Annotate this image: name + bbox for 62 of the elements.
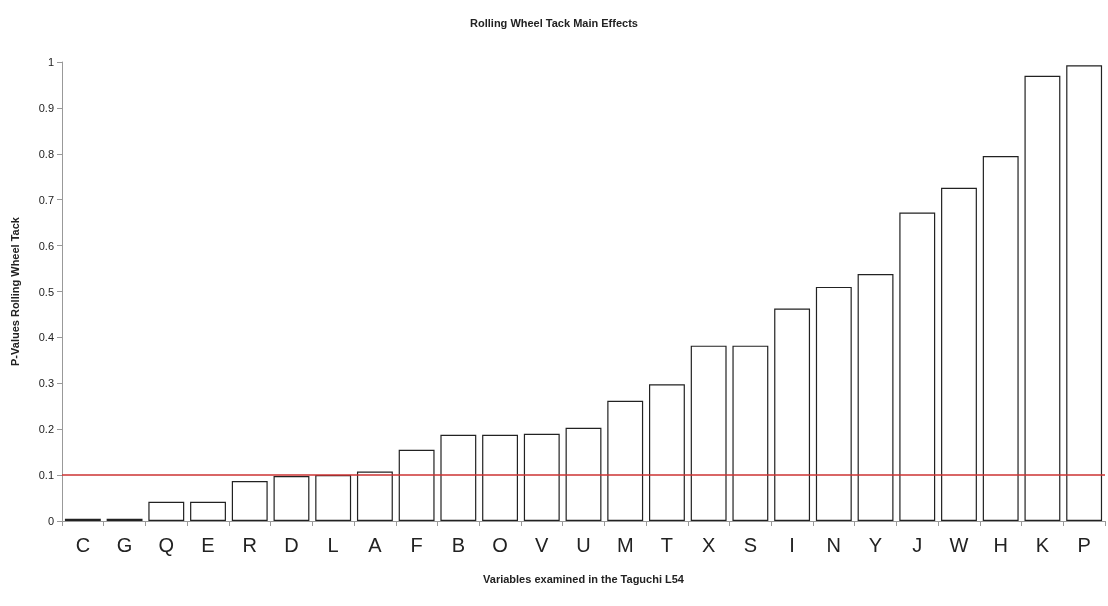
bar [356, 471, 393, 521]
x-tick-label: S [743, 534, 758, 556]
y-tick-label: 0.7 [38, 193, 54, 206]
y-tick-label: 0.3 [38, 377, 54, 390]
x-tick-label: H [993, 534, 1008, 556]
bar [231, 481, 268, 521]
x-tick-label: M [616, 534, 634, 556]
bar [398, 449, 435, 521]
x-tick-label: Y [868, 534, 883, 556]
x-tick-label: L [327, 534, 339, 556]
y-tick-label: 0 [47, 515, 54, 527]
x-tick-label: N [826, 534, 842, 556]
x-tick-label: R [242, 534, 257, 556]
y-tick-label: 0.8 [38, 147, 54, 160]
bar [690, 345, 727, 521]
bar [315, 475, 352, 521]
bar [440, 434, 477, 521]
x-tick-label: A [368, 534, 383, 556]
x-axis-title: Variables examined in the Taguchi L54 [483, 572, 685, 585]
bar [607, 400, 644, 521]
y-tick-label: 1 [47, 56, 54, 68]
x-tick-label: I [789, 534, 795, 556]
x-tick-label: X [701, 534, 716, 556]
bar [148, 501, 185, 521]
y-tick-label: 0.1 [38, 469, 54, 482]
x-tick-label: C [75, 534, 91, 556]
y-tick-label: 0.6 [38, 239, 54, 252]
x-tick-label: U [576, 534, 591, 556]
x-tick-label: O [492, 534, 508, 556]
y-axis-title: P-Values Rolling Wheel Tack [8, 216, 21, 366]
bar [857, 274, 894, 521]
x-tick-label: E [201, 534, 215, 556]
bar [190, 501, 226, 521]
bar [482, 434, 518, 521]
x-tick-label: D [284, 534, 299, 556]
bar [899, 212, 936, 521]
y-tick-label: 0.2 [38, 423, 54, 436]
bar [1024, 75, 1061, 521]
x-tick-label: T [660, 534, 674, 556]
x-tick-label: J [912, 534, 923, 556]
x-tick-label: F [410, 534, 423, 556]
x-tick-label: G [116, 534, 133, 556]
bar [941, 187, 977, 521]
bar [774, 308, 811, 521]
bar [649, 384, 685, 521]
y-tick-label: 0.9 [38, 101, 54, 114]
bar [732, 345, 769, 521]
x-tick-label: P [1077, 534, 1091, 556]
chart-title: Rolling Wheel Tack Main Effects [470, 16, 638, 29]
bar [1066, 65, 1103, 521]
bar [273, 476, 310, 521]
bar [982, 156, 1019, 521]
bar [523, 433, 560, 521]
x-tick-label: W [949, 534, 969, 556]
bar [815, 286, 852, 521]
x-tick-label: Q [158, 534, 175, 556]
bar [565, 427, 602, 521]
x-tick-label: K [1035, 534, 1050, 556]
y-tick-label: 0.5 [38, 285, 54, 298]
x-tick-label: B [451, 534, 466, 556]
x-tick-label: V [535, 534, 550, 556]
y-tick-label: 0.4 [38, 331, 54, 344]
